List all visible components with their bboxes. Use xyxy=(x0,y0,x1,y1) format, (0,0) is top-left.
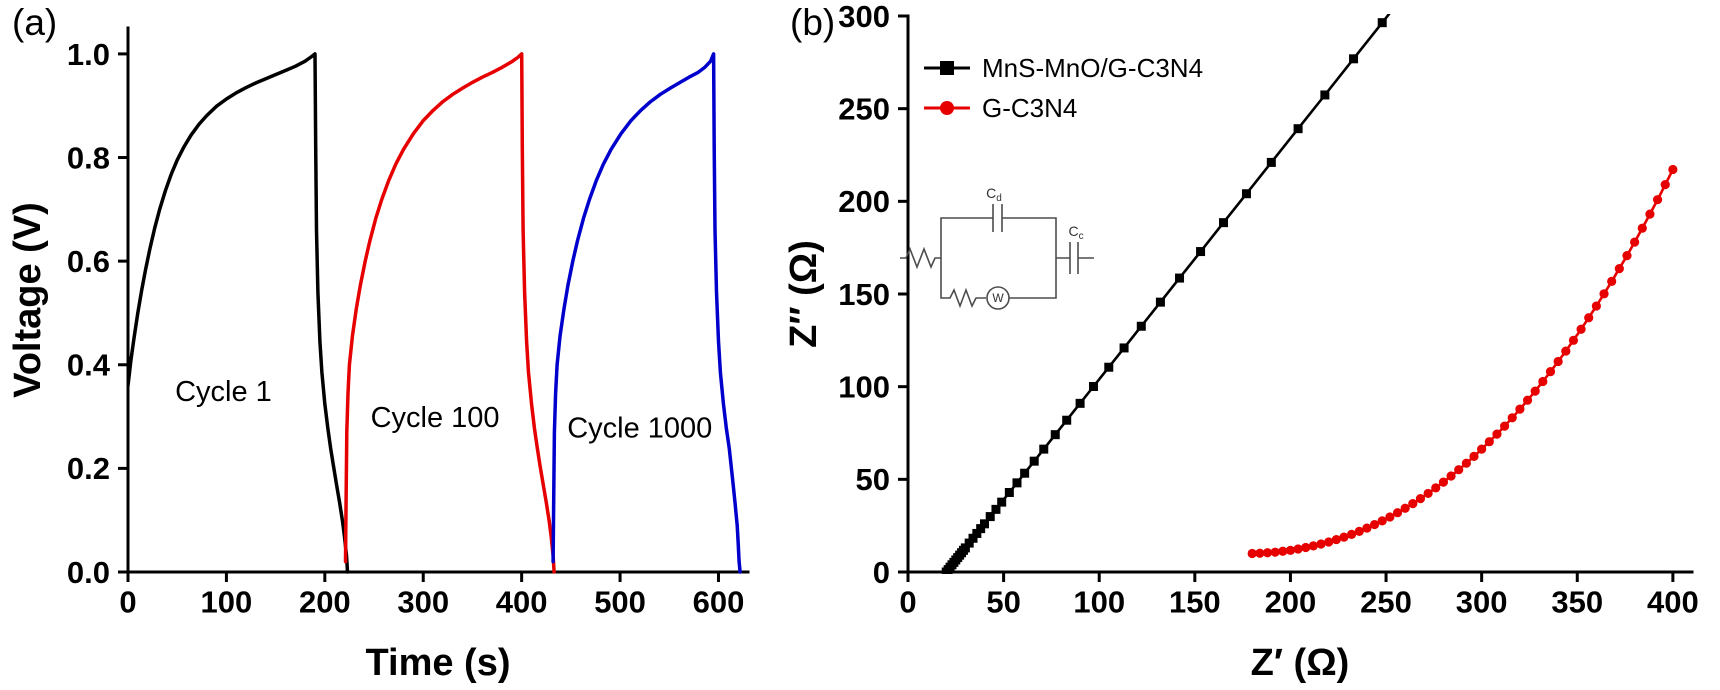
x-tick-label: 200 xyxy=(299,584,351,619)
x-tick-label: 300 xyxy=(397,584,449,619)
capacitor-cd-icon xyxy=(992,204,1003,232)
y-tick-label: 200 xyxy=(838,184,890,219)
legend: MnS-MnO/G-C3N4 G-C3N4 xyxy=(924,53,1203,123)
y-tick-label: 1.0 xyxy=(67,37,110,72)
annotation-cycle-1: Cycle 1 xyxy=(175,376,272,408)
series-mns-mno-g-c3n4 xyxy=(941,14,1391,574)
x-tick-label: 100 xyxy=(1073,584,1125,619)
x-tick-label: 600 xyxy=(693,584,745,619)
tick-marks xyxy=(898,14,1675,582)
y-axis-title: Z″ (Ω) xyxy=(783,240,825,348)
charge-transfer-resistor-icon xyxy=(940,258,986,309)
y-tick-label: 0.8 xyxy=(67,140,110,175)
series-cycle-1000 xyxy=(551,52,742,574)
x-axis-title: Z′ (Ω) xyxy=(1251,642,1350,684)
x-tick-label: 150 xyxy=(1169,584,1221,619)
panel-a-gcd-plot: (a) 0 100 200 300 400 500 600 0.0 0.2 0.4 0.6 0.8 1.… xyxy=(0,0,770,690)
x-tick-label: 400 xyxy=(1647,584,1699,619)
y-tick-label: 300 xyxy=(838,0,890,34)
y-tick-label: 0.6 xyxy=(67,244,110,279)
x-tick-label: 250 xyxy=(1360,584,1412,619)
axes xyxy=(126,26,750,574)
x-axis-title: Time (s) xyxy=(365,642,510,684)
y-tick-label: 250 xyxy=(838,92,890,127)
gcd-voltage-time-chart: 0 100 200 300 400 500 600 0.0 0.2 0.4 0.6 0.8 1.0 Tim… xyxy=(7,26,750,684)
x-tick-label: 50 xyxy=(986,584,1020,619)
bottom-branch-wire xyxy=(1009,258,1057,299)
x-tick-label: 300 xyxy=(1456,584,1508,619)
legend-label-mns-mno-g-c3n4: MnS-MnO/G-C3N4 xyxy=(982,53,1203,83)
top-branch-wire xyxy=(940,217,1057,258)
tick-labels: 0 50 100 150 200 250 300 350 400 0 50 100 150 200 250 3… xyxy=(838,0,1698,619)
panel-b-nyquist-plot: (b) 0 50 100 150 200 250 300 350 400 0 50 100 150 200… xyxy=(770,0,1720,690)
tick-marks xyxy=(118,52,720,582)
panel-a-label: (a) xyxy=(12,2,58,43)
series-cycle-1 xyxy=(128,52,350,574)
y-tick-label: 0 xyxy=(873,555,890,590)
x-tick-label: 100 xyxy=(201,584,253,619)
nyquist-impedance-chart: 0 50 100 150 200 250 300 350 400 0 50 100 150 200 250 3… xyxy=(783,0,1699,684)
capacitor-cd-label: Cd xyxy=(986,185,1002,204)
x-tick-label: 400 xyxy=(496,584,548,619)
x-tick-label: 350 xyxy=(1551,584,1603,619)
capacitor-cc-label: Cc xyxy=(1068,223,1083,242)
legend-label-g-c3n4: G-C3N4 xyxy=(982,93,1077,123)
warburg-label: W xyxy=(992,291,1004,305)
y-tick-label: 100 xyxy=(838,370,890,405)
panel-b-label: (b) xyxy=(790,2,836,43)
equivalent-circuit-inset: Cd Cc W xyxy=(900,185,1094,310)
y-tick-label: 0.0 xyxy=(67,555,110,590)
series-resistor-icon xyxy=(900,246,941,270)
x-tick-label: 500 xyxy=(594,584,646,619)
x-tick-label: 0 xyxy=(899,584,916,619)
y-tick-label: 0.4 xyxy=(67,348,111,383)
y-tick-label: 50 xyxy=(856,462,890,497)
annotation-cycle-1000: Cycle 1000 xyxy=(567,412,712,444)
capacitor-cc-icon xyxy=(1069,242,1079,274)
y-tick-label: 150 xyxy=(838,277,890,312)
y-axis-title: Voltage (V) xyxy=(7,202,49,398)
x-tick-label: 200 xyxy=(1265,584,1317,619)
series-cycle-100 xyxy=(343,52,556,574)
tick-labels: 0 100 200 300 400 500 600 0.0 0.2 0.4 0.6 0.8 1.0 xyxy=(67,37,744,620)
series-g-c3n4 xyxy=(1247,164,1678,559)
annotation-cycle-100: Cycle 100 xyxy=(371,402,500,434)
x-tick-label: 0 xyxy=(119,584,136,619)
y-tick-label: 0.2 xyxy=(67,451,110,486)
